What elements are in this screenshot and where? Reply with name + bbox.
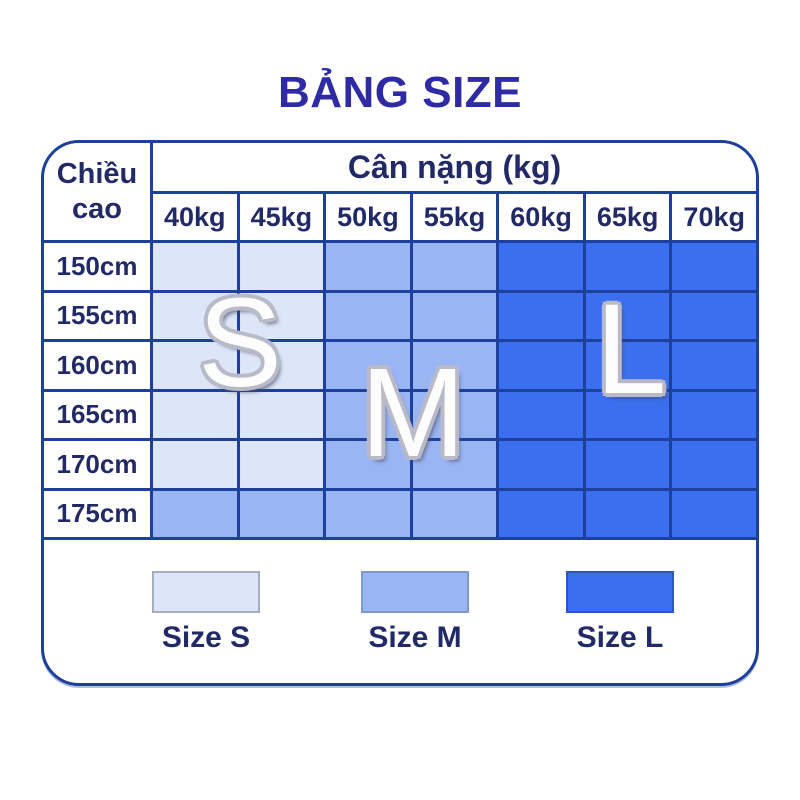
legend-swatch-size-l xyxy=(566,571,674,613)
legend-label-size-l: Size L xyxy=(576,621,664,654)
size-cell-155cm-65kg-l xyxy=(585,292,670,339)
size-cell-160cm-70kg-l xyxy=(672,342,756,389)
size-cell-175cm-40kg-m xyxy=(153,490,237,537)
legend-label-size-m: Size M xyxy=(368,621,462,654)
weight-header: Cân nặng (kg) xyxy=(153,143,756,191)
weight-col-header-45kg: 45kg xyxy=(239,194,324,240)
size-cell-155cm-45kg-s xyxy=(239,292,324,339)
size-cell-170cm-40kg-s xyxy=(153,441,237,488)
size-cell-165cm-60kg-l xyxy=(499,391,583,438)
size-cell-150cm-70kg-l xyxy=(672,243,756,290)
size-cell-175cm-55kg-m xyxy=(412,490,497,537)
size-cell-160cm-45kg-s xyxy=(239,342,324,389)
size-cell-155cm-70kg-l xyxy=(672,292,756,339)
size-cell-165cm-50kg-m xyxy=(326,391,410,438)
size-chart-panel: Chiều cao Cân nặng (kg) 40kg 45kg 50kg 55kg 60… xyxy=(41,140,759,686)
size-cell-165cm-40kg-s xyxy=(153,391,237,438)
legend-swatch-size-m xyxy=(361,571,469,613)
size-cell-150cm-40kg-s xyxy=(153,243,237,290)
weight-col-header-50kg: 50kg xyxy=(326,194,410,240)
size-cell-165cm-55kg-m xyxy=(412,391,497,438)
size-cell-170cm-55kg-m xyxy=(412,441,497,488)
size-cell-175cm-70kg-l xyxy=(672,490,756,537)
size-cell-165cm-65kg-l xyxy=(585,391,670,438)
size-cell-165cm-45kg-s xyxy=(239,391,324,438)
size-cell-165cm-70kg-l xyxy=(672,391,756,438)
weight-col-header-55kg: 55kg xyxy=(412,194,497,240)
height-row-header-165cm: 165cm xyxy=(44,391,150,438)
size-cell-150cm-50kg-m xyxy=(326,243,410,290)
height-row-header-175cm: 175cm xyxy=(44,490,150,537)
height-row-header-160cm: 160cm xyxy=(44,342,150,389)
height-row-header-170cm: 170cm xyxy=(44,441,150,488)
size-cell-160cm-40kg-s xyxy=(153,342,237,389)
size-cell-150cm-65kg-l xyxy=(585,243,670,290)
legend-item-size-l: Size L xyxy=(520,571,720,655)
size-cell-160cm-60kg-l xyxy=(499,342,583,389)
height-row-header-155cm: 155cm xyxy=(44,292,150,339)
size-cell-150cm-60kg-l xyxy=(499,243,583,290)
legend-swatch-size-s xyxy=(152,571,260,613)
size-table: Chiều cao Cân nặng (kg) 40kg 45kg 50kg 55kg 60… xyxy=(44,143,756,540)
weight-col-header-60kg: 60kg xyxy=(499,194,583,240)
size-legend: Size S Size M Size L xyxy=(44,571,756,681)
legend-item-size-s: Size S xyxy=(106,571,306,655)
size-cell-175cm-45kg-m xyxy=(239,490,324,537)
legend-item-size-m: Size M xyxy=(315,571,515,655)
size-cell-160cm-65kg-l xyxy=(585,342,670,389)
size-cell-160cm-50kg-m xyxy=(326,342,410,389)
height-column-header: Chiều cao xyxy=(44,143,150,240)
size-cell-155cm-50kg-m xyxy=(326,292,410,339)
size-cell-155cm-40kg-s xyxy=(153,292,237,339)
page-title: BẢNG SIZE xyxy=(277,68,523,117)
size-cell-170cm-60kg-l xyxy=(499,441,583,488)
weight-col-header-70kg: 70kg xyxy=(672,194,756,240)
size-cell-170cm-70kg-l xyxy=(672,441,756,488)
size-cell-150cm-55kg-m xyxy=(412,243,497,290)
size-cell-150cm-45kg-s xyxy=(239,243,324,290)
weight-col-header-40kg: 40kg xyxy=(153,194,237,240)
size-cell-155cm-55kg-m xyxy=(412,292,497,339)
weight-col-header-65kg: 65kg xyxy=(585,194,670,240)
size-cell-175cm-60kg-l xyxy=(499,490,583,537)
size-cell-170cm-50kg-m xyxy=(326,441,410,488)
size-cell-175cm-65kg-l xyxy=(585,490,670,537)
height-row-header-150cm: 150cm xyxy=(44,243,150,290)
size-cell-175cm-50kg-m xyxy=(326,490,410,537)
size-cell-170cm-65kg-l xyxy=(585,441,670,488)
legend-label-size-s: Size S xyxy=(161,621,251,654)
size-cell-160cm-55kg-m xyxy=(412,342,497,389)
size-cell-155cm-60kg-l xyxy=(499,292,583,339)
size-cell-170cm-45kg-s xyxy=(239,441,324,488)
